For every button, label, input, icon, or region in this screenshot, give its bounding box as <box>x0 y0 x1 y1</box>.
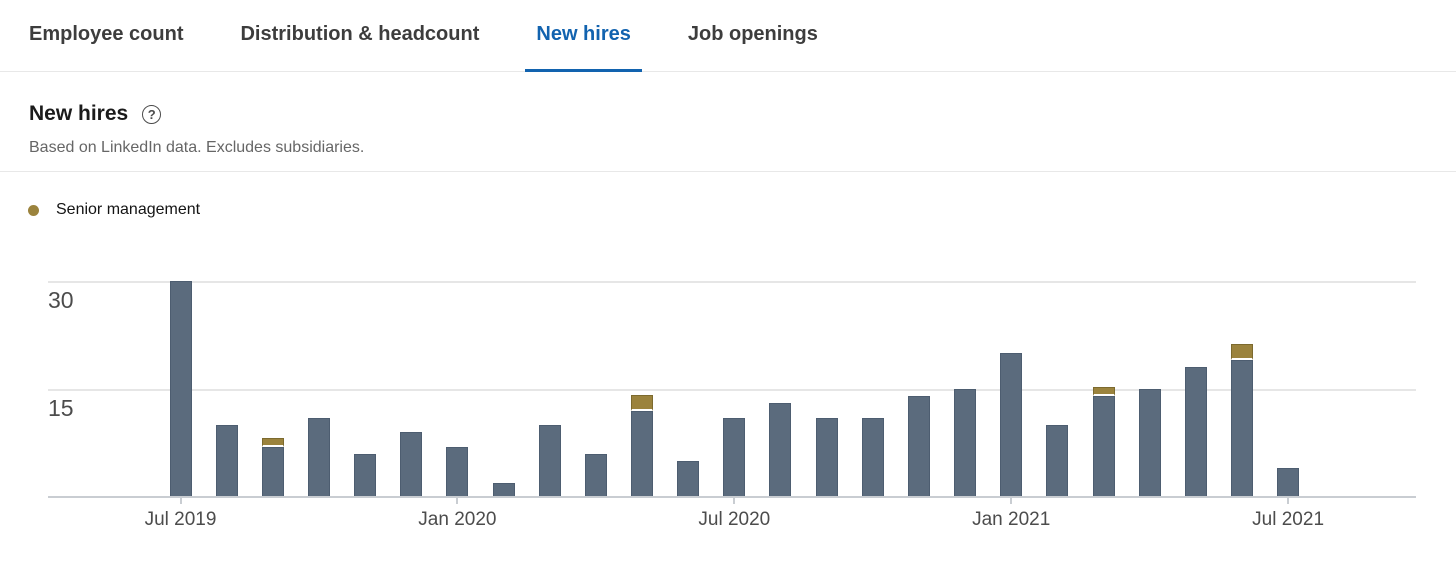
bar-segment-total <box>307 418 330 497</box>
bar-segment-total <box>907 396 930 497</box>
bar-segment-total <box>169 281 192 497</box>
bar-segment-total <box>261 447 284 497</box>
bar-aug-2020[interactable] <box>769 403 792 497</box>
bar-segment-total <box>861 418 884 497</box>
bar-segment-total <box>1230 360 1253 497</box>
bar-sep-2019[interactable] <box>261 438 284 497</box>
bar-apr-2020[interactable] <box>584 454 607 497</box>
tab-distribution-headcount[interactable]: Distribution & headcount <box>240 22 480 45</box>
chart: 15 30 Jul 2019 Jan 2020 Jul 2020 Jan 2021 Jul … <box>0 219 1456 566</box>
tab-employee-count[interactable]: Employee count <box>29 22 184 45</box>
bar-segment-total <box>1277 468 1300 497</box>
x-axis-line <box>48 496 1416 498</box>
bar-segment-total <box>815 418 838 497</box>
x-axis-label-jul-2020: Jul 2020 <box>698 509 771 530</box>
bar-segment-total <box>723 418 746 497</box>
x-axis-label-jul-2019: Jul 2019 <box>144 509 217 530</box>
bar-oct-2019[interactable] <box>307 418 330 497</box>
y-axis-label-30: 30 <box>48 287 74 313</box>
bar-mar-2020[interactable] <box>538 425 561 497</box>
bar-feb-2021[interactable] <box>1046 425 1069 497</box>
bar-segment-total <box>1138 389 1161 497</box>
bar-segment-total <box>954 389 977 497</box>
page-title: New hires <box>29 102 129 125</box>
bar-segment-senior-management <box>261 438 284 447</box>
x-axis-label-jan-2020: Jan 2020 <box>418 509 497 530</box>
bar-segment-total <box>631 411 653 497</box>
x-axis-tick-jan-2021 <box>1010 497 1013 504</box>
bar-mar-2021[interactable] <box>1092 387 1115 497</box>
bar-jan-2021[interactable] <box>1000 353 1023 497</box>
tab-job-openings[interactable]: Job openings <box>687 22 818 45</box>
bar-segment-total <box>538 425 561 497</box>
bar-jun-2021[interactable] <box>1230 344 1253 497</box>
legend-item-senior-management[interactable]: Senior management <box>28 201 1456 219</box>
bar-oct-2020[interactable] <box>861 418 884 497</box>
bar-segment-total <box>400 432 423 497</box>
bar-segment-total <box>769 403 792 497</box>
bar-segment-total <box>215 425 238 497</box>
bar-nov-2020[interactable] <box>907 396 930 497</box>
bar-segment-total <box>446 447 469 497</box>
bar-segment-total <box>677 461 700 497</box>
gridline-30 <box>48 281 1416 283</box>
legend-label: Senior management <box>56 201 201 218</box>
bar-sep-2020[interactable] <box>815 418 838 497</box>
bar-dec-2019[interactable] <box>400 432 423 497</box>
bar-segment-total <box>492 483 515 497</box>
bar-nov-2019[interactable] <box>354 454 377 497</box>
bar-segment-total <box>1000 353 1023 497</box>
bar-jun-2020[interactable] <box>677 461 700 497</box>
bar-feb-2020[interactable] <box>492 483 515 497</box>
x-axis-tick-jul-2019 <box>179 497 182 504</box>
bar-jul-2021[interactable] <box>1277 468 1300 497</box>
bar-may-2020[interactable] <box>631 395 653 497</box>
insights-tabs: Employee count Distribution & headcount … <box>0 0 1456 72</box>
bar-segment-total <box>1184 367 1207 497</box>
bar-jul-2020[interactable] <box>723 418 746 497</box>
bar-segment-senior-management <box>1230 344 1253 360</box>
legend-dot-icon <box>28 204 39 216</box>
help-icon[interactable]: ? <box>142 104 162 124</box>
bar-jul-2019[interactable] <box>169 281 192 497</box>
bar-jan-2020[interactable] <box>446 447 469 497</box>
gridline-15 <box>48 389 1416 391</box>
bar-segment-total <box>1046 425 1069 497</box>
y-axis-label-15: 15 <box>48 395 74 421</box>
x-axis-label-jul-2021: Jul 2021 <box>1252 509 1325 530</box>
section-header: New hires ? Based on LinkedIn data. Excl… <box>0 72 1456 172</box>
tab-new-hires[interactable]: New hires <box>525 0 642 72</box>
bar-segment-total <box>1092 396 1115 497</box>
bar-aug-2019[interactable] <box>215 425 238 497</box>
bar-apr-2021[interactable] <box>1138 389 1161 497</box>
x-axis-tick-jul-2020 <box>733 497 736 504</box>
bar-dec-2020[interactable] <box>954 389 977 497</box>
x-axis-tick-jul-2021 <box>1287 497 1290 504</box>
bar-segment-total <box>584 454 607 497</box>
bar-segment-senior-management <box>631 395 653 411</box>
subtitle: Based on LinkedIn data. Excludes subsidi… <box>29 139 365 156</box>
bar-segment-total <box>354 454 377 497</box>
x-axis-label-jan-2021: Jan 2021 <box>972 509 1051 530</box>
bar-may-2021[interactable] <box>1184 367 1207 497</box>
bar-segment-senior-management <box>1092 387 1115 396</box>
x-axis-tick-jan-2020 <box>456 497 459 504</box>
